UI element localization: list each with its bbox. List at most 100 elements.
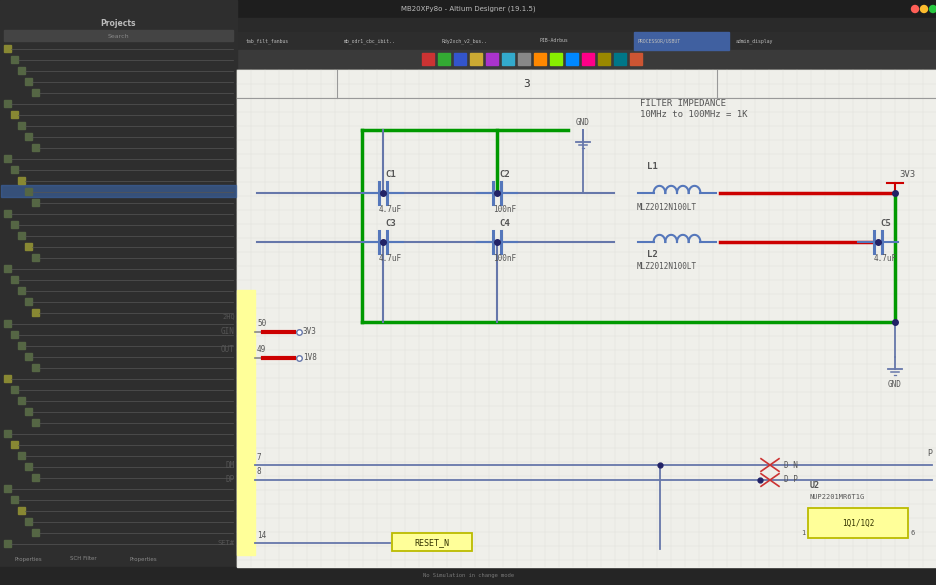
Text: MLZ2012N100LT: MLZ2012N100LT bbox=[636, 262, 696, 271]
Bar bbox=[32, 144, 39, 151]
Text: 4.7uF: 4.7uF bbox=[378, 205, 402, 214]
Bar bbox=[32, 309, 39, 316]
Bar bbox=[18, 507, 25, 514]
Bar bbox=[237, 32, 936, 50]
Bar bbox=[807, 508, 907, 538]
Bar bbox=[11, 111, 18, 118]
Bar bbox=[1, 185, 236, 197]
Bar bbox=[32, 419, 39, 426]
Bar bbox=[4, 45, 11, 52]
Bar bbox=[18, 452, 25, 459]
Text: 50: 50 bbox=[256, 319, 266, 329]
Bar bbox=[454, 53, 465, 65]
Bar bbox=[549, 53, 562, 65]
Text: SCH Filter: SCH Filter bbox=[70, 556, 96, 562]
Text: Search: Search bbox=[108, 33, 129, 39]
Bar bbox=[470, 53, 481, 65]
Bar bbox=[237, 70, 936, 567]
Bar bbox=[613, 53, 625, 65]
Text: admin_display: admin_display bbox=[735, 38, 772, 44]
Bar bbox=[565, 53, 578, 65]
Bar bbox=[518, 53, 530, 65]
Text: DP: DP bbox=[226, 476, 235, 484]
Bar bbox=[25, 298, 32, 305]
Bar bbox=[237, 50, 936, 70]
Bar bbox=[11, 276, 18, 283]
Text: Rdy2xch_v2_bus..: Rdy2xch_v2_bus.. bbox=[442, 38, 488, 44]
Text: mb_odr1_cbc_ibit..: mb_odr1_cbc_ibit.. bbox=[344, 38, 395, 44]
Text: 8: 8 bbox=[256, 467, 261, 477]
Bar bbox=[437, 53, 449, 65]
Bar bbox=[597, 53, 609, 65]
Bar bbox=[11, 331, 18, 338]
Bar bbox=[11, 166, 18, 173]
Bar bbox=[760, 459, 778, 472]
Text: 1Q1/1Q2: 1Q1/1Q2 bbox=[841, 518, 873, 528]
Bar bbox=[4, 375, 11, 382]
Bar bbox=[4, 210, 11, 217]
Text: OUT: OUT bbox=[221, 346, 235, 355]
Text: 1: 1 bbox=[800, 530, 804, 536]
Bar bbox=[18, 397, 25, 404]
Text: 3V3: 3V3 bbox=[302, 328, 316, 336]
Bar bbox=[18, 232, 25, 239]
Text: 14: 14 bbox=[256, 531, 266, 539]
Bar bbox=[4, 540, 11, 547]
Text: PROCESSOR/USBUT: PROCESSOR/USBUT bbox=[637, 39, 680, 43]
Bar bbox=[18, 122, 25, 129]
Bar bbox=[0, 567, 936, 585]
Text: D P: D P bbox=[783, 476, 797, 484]
Text: 49: 49 bbox=[256, 346, 266, 355]
Text: C1: C1 bbox=[385, 170, 395, 179]
Text: DM: DM bbox=[226, 460, 235, 470]
Text: Properties: Properties bbox=[130, 556, 157, 562]
Bar bbox=[32, 364, 39, 371]
Text: GND: GND bbox=[887, 380, 901, 389]
Text: 1V8: 1V8 bbox=[302, 353, 316, 363]
Bar bbox=[18, 67, 25, 74]
Text: 100nF: 100nF bbox=[492, 254, 516, 263]
Text: D N: D N bbox=[783, 460, 797, 470]
Bar bbox=[32, 89, 39, 96]
Text: 6: 6 bbox=[910, 530, 914, 536]
Bar bbox=[18, 342, 25, 349]
Bar bbox=[534, 53, 546, 65]
Bar bbox=[4, 430, 11, 437]
Text: Properties: Properties bbox=[15, 556, 42, 562]
Bar bbox=[0, 0, 237, 585]
Bar bbox=[237, 290, 255, 555]
Bar bbox=[25, 188, 32, 195]
Bar bbox=[486, 53, 497, 65]
Text: C4: C4 bbox=[499, 219, 509, 228]
Bar bbox=[0, 0, 936, 18]
Text: MLZ2012N100LT: MLZ2012N100LT bbox=[636, 203, 696, 212]
Bar bbox=[760, 474, 778, 486]
Text: 10MHz to 100MHz = 1K: 10MHz to 100MHz = 1K bbox=[639, 110, 747, 119]
Text: GND: GND bbox=[576, 118, 590, 127]
Text: 3: 3 bbox=[523, 79, 530, 89]
Bar bbox=[581, 53, 593, 65]
Text: C2: C2 bbox=[499, 170, 509, 179]
Text: 4.7uF: 4.7uF bbox=[873, 254, 896, 263]
Bar bbox=[11, 441, 18, 448]
Bar bbox=[25, 408, 32, 415]
Bar bbox=[4, 485, 11, 492]
Text: 3V3: 3V3 bbox=[898, 170, 914, 179]
Circle shape bbox=[919, 5, 927, 12]
Bar bbox=[11, 386, 18, 393]
Bar bbox=[629, 53, 641, 65]
Text: SET#: SET# bbox=[218, 540, 235, 546]
Bar bbox=[4, 30, 233, 41]
Bar bbox=[4, 320, 11, 327]
Text: tab_filt_fanbus: tab_filt_fanbus bbox=[246, 38, 289, 44]
Text: C3: C3 bbox=[385, 219, 395, 228]
Text: 7: 7 bbox=[256, 453, 261, 462]
Bar bbox=[32, 199, 39, 206]
Circle shape bbox=[929, 5, 935, 12]
Bar bbox=[32, 474, 39, 481]
Bar bbox=[634, 32, 728, 50]
Bar bbox=[11, 56, 18, 63]
Text: L1: L1 bbox=[647, 162, 657, 171]
Bar bbox=[391, 533, 472, 551]
Bar bbox=[18, 177, 25, 184]
